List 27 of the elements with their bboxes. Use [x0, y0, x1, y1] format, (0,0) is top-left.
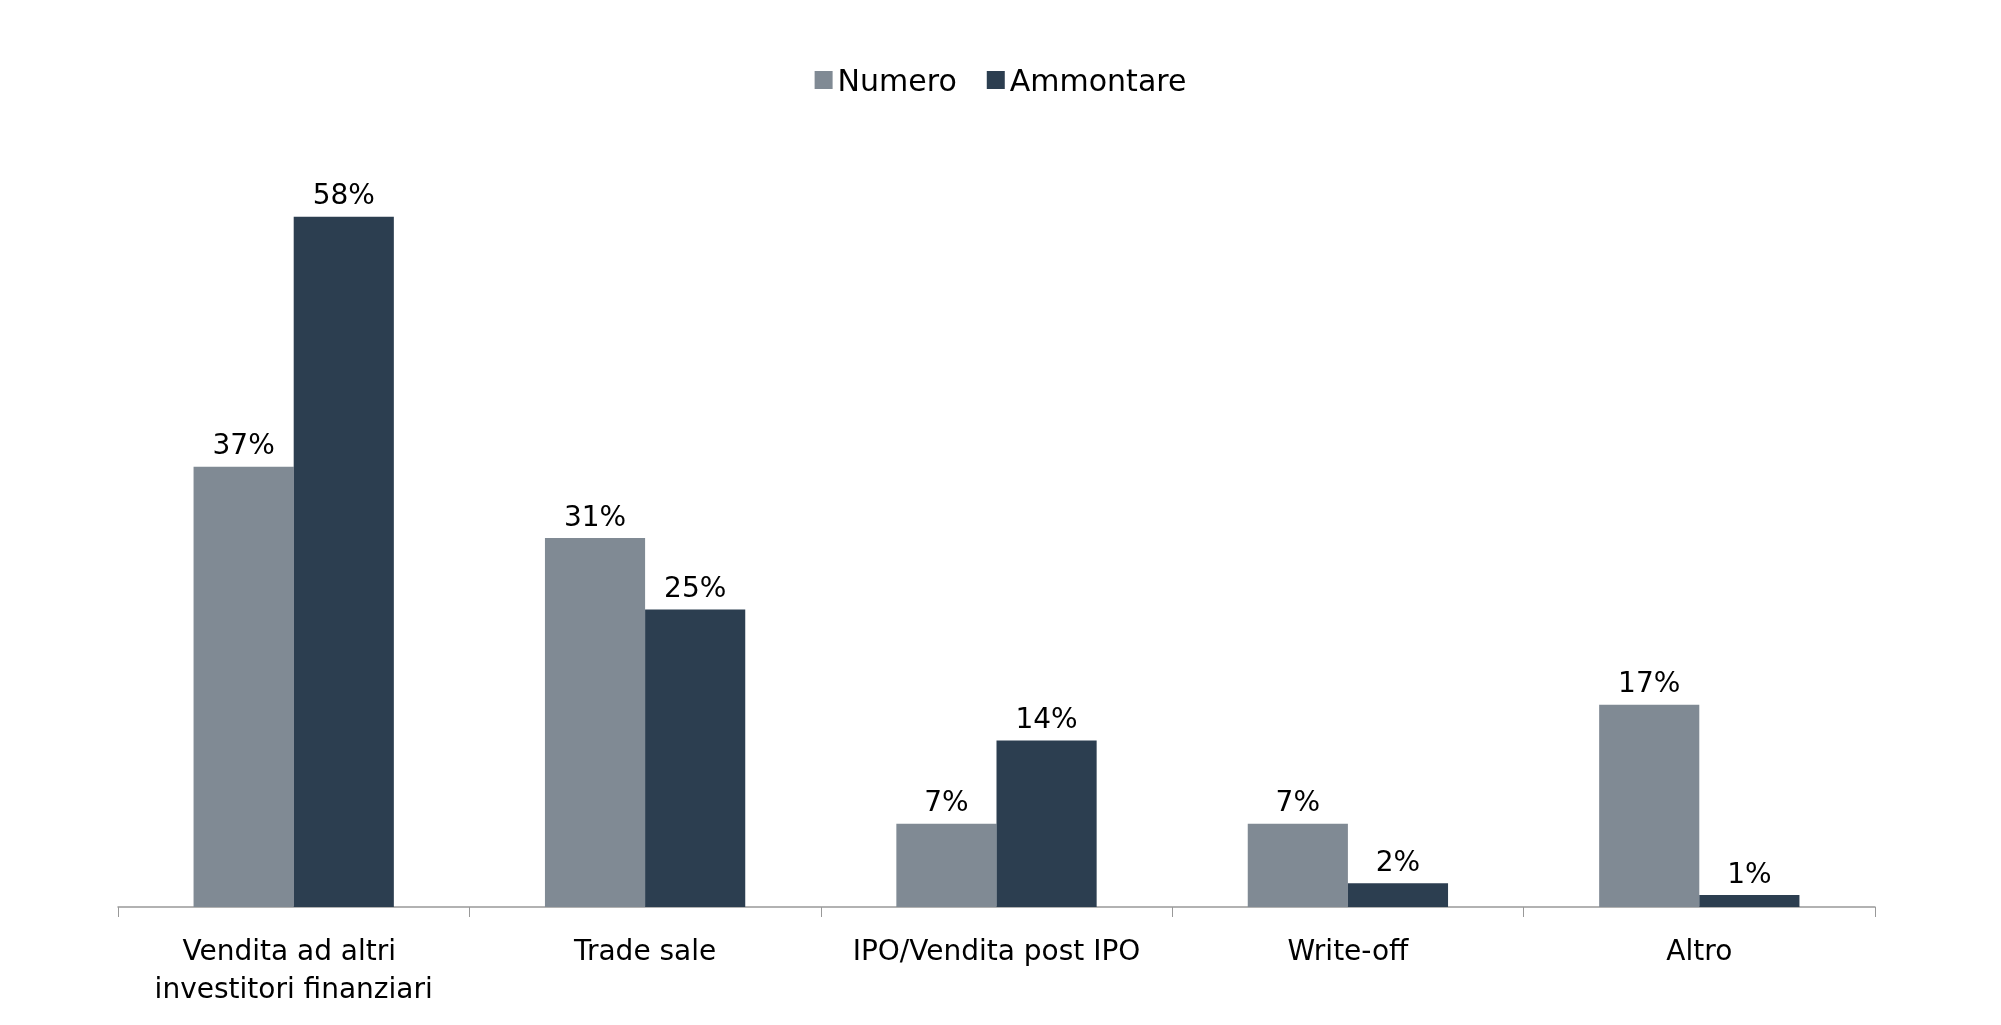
data-label: 14%: [1015, 701, 1078, 735]
x-tick-label: Vendita ad altri investitori finanziari: [154, 933, 433, 1005]
x-tick-label: IPO/Vendita post IPO: [852, 933, 1141, 967]
data-label: 1%: [1727, 856, 1772, 890]
bar: [193, 466, 294, 907]
bar: [293, 216, 394, 907]
bar: [896, 823, 997, 907]
data-label: 58%: [312, 178, 375, 212]
legend-label: Ammontare: [1009, 62, 1187, 98]
x-tick-label: Trade sale: [572, 933, 717, 967]
bar: [1699, 895, 1800, 907]
x-tick-label: Write-off: [1287, 933, 1410, 967]
data-label: 17%: [1618, 666, 1681, 700]
data-label: 31%: [563, 499, 627, 533]
bar: [645, 609, 746, 907]
bar: [1347, 883, 1449, 907]
data-label: 2%: [1375, 844, 1421, 878]
bar: [1599, 704, 1700, 907]
legend-label: Numero: [837, 62, 957, 98]
x-tick-label: Altro: [1666, 933, 1733, 967]
data-label: 7%: [1275, 785, 1321, 819]
bar: [1247, 823, 1348, 907]
data-label: 7%: [924, 785, 969, 819]
data-label: 37%: [212, 428, 275, 462]
bar: [996, 740, 1097, 907]
bar: [544, 538, 646, 907]
data-label: 25%: [664, 571, 727, 604]
